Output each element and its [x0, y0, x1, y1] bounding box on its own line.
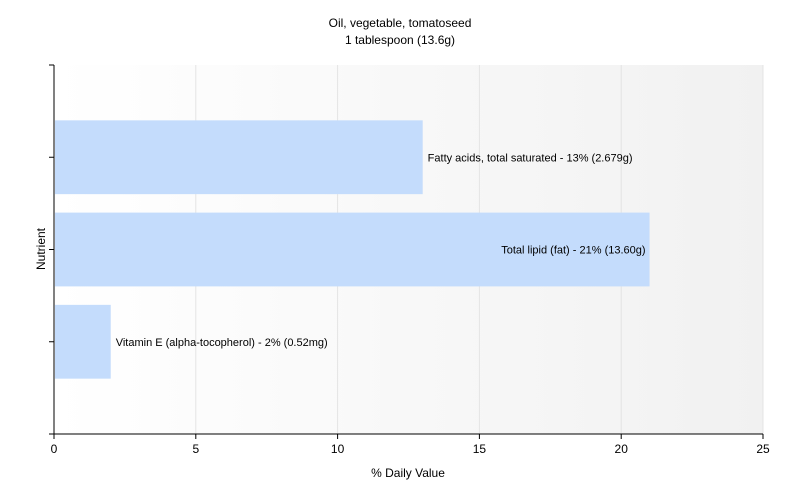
x-tick-label: 10: [331, 442, 345, 456]
x-axis-label: % Daily Value: [371, 466, 445, 480]
bar: [55, 212, 650, 287]
bar-data-label: Total lipid (fat) - 21% (13.60g): [501, 245, 645, 257]
x-tick-label: 20: [615, 442, 629, 456]
bar: [55, 304, 111, 379]
x-tick-label: 5: [192, 442, 199, 456]
bar-data-label: Fatty acids, total saturated - 13% (2.67…: [428, 152, 633, 164]
bar-data-label: Vitamin E (alpha-tocopherol) - 2% (0.52m…: [116, 337, 328, 349]
x-tick-label: 0: [51, 442, 58, 456]
chart-title: Oil, vegetable, tomatoseed: [329, 16, 472, 30]
bar: [55, 120, 423, 195]
x-tick-label: 15: [473, 442, 487, 456]
bar-labels: Vitamin E (alpha-tocopherol) - 2% (0.52m…: [116, 152, 646, 349]
bars: [55, 120, 650, 379]
axes: 0 5 10 15 20 25: [49, 64, 770, 456]
chart-subtitle: 1 tablespoon (13.6g): [345, 33, 455, 47]
y-axis-label: Nutrient: [34, 227, 48, 270]
x-tick-label: 25: [756, 442, 770, 456]
